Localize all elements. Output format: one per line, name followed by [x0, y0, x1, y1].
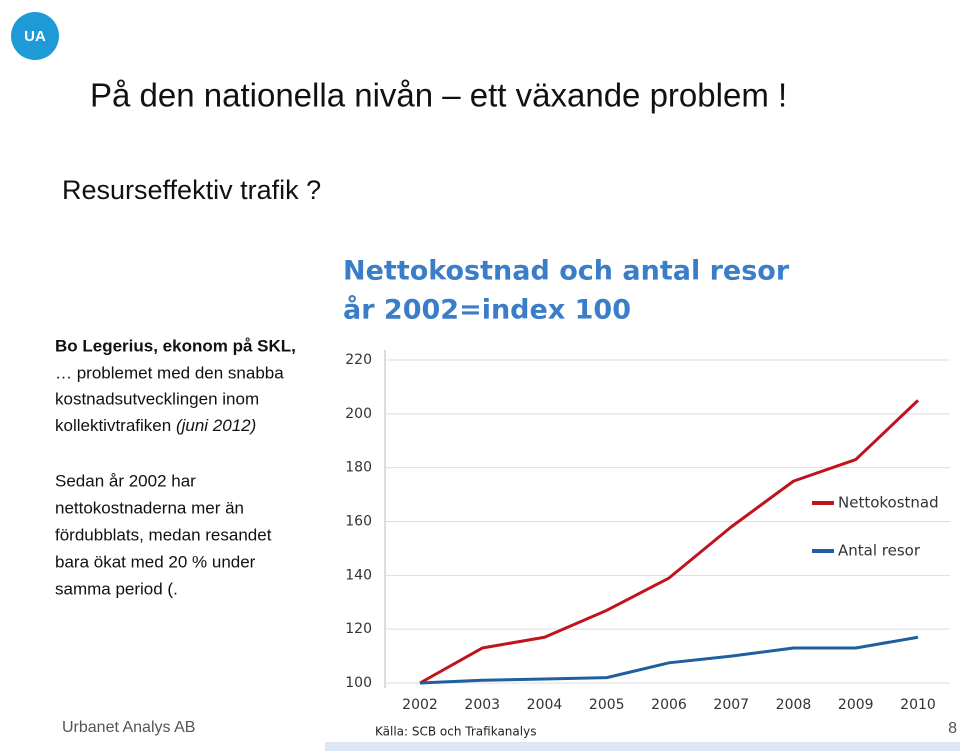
- x-tick-label: 2009: [838, 697, 874, 713]
- x-tick-label: 2004: [527, 697, 563, 713]
- logo: UA: [24, 28, 46, 45]
- quote-line: kostnadsutvecklingen inom: [55, 389, 259, 408]
- comment-line: samma period (.: [55, 579, 178, 598]
- legend-label: Antal resor: [838, 542, 921, 560]
- comment-line: nettokostnaderna mer än: [55, 498, 244, 517]
- y-tick-label: 160: [345, 514, 372, 530]
- logo-badge: [11, 12, 59, 60]
- quote-line: … problemet med den snabba: [55, 363, 284, 382]
- chart: Nettokostnad och antal resor år 2002=ind…: [343, 256, 950, 739]
- comment-line: bara ökat med 20 % under: [55, 552, 256, 571]
- page-number: 8: [948, 720, 957, 737]
- subheading: Resurseffektiv trafik ?: [62, 175, 321, 205]
- chart-title: Nettokostnad och antal resor: [343, 256, 790, 287]
- comment-line: Sedan år 2002 har: [55, 471, 196, 490]
- x-tick-label: 2010: [900, 697, 936, 713]
- chart-source: Källa: SCB och Trafikanalys: [375, 725, 536, 739]
- quote-line-text: kollektivtrafiken: [55, 416, 171, 435]
- heading: På den nationella nivån – ett växande pr…: [90, 77, 787, 114]
- footer: Urbanet Analys AB: [62, 719, 195, 736]
- decor-bar: [325, 742, 960, 751]
- x-tick-label: 2003: [464, 697, 500, 713]
- quote-date: (juni 2012): [176, 416, 256, 435]
- x-tick-label: 2002: [402, 697, 438, 713]
- y-tick-label: 180: [345, 460, 372, 476]
- quote-line: kollektivtrafiken (juni 2012): [55, 416, 256, 435]
- quote-author: Bo Legerius, ekonom på SKL,: [55, 336, 296, 355]
- chart-title: år 2002=index 100: [343, 294, 631, 326]
- legend-label: Nettokostnad: [838, 494, 939, 512]
- data-line: [419, 635, 919, 685]
- y-tick-label: 120: [345, 621, 372, 637]
- x-tick-label: 2006: [651, 697, 687, 713]
- x-tick-label: 2008: [776, 697, 812, 713]
- x-tick-label: 2007: [713, 697, 749, 713]
- y-tick-label: 140: [345, 567, 372, 583]
- y-tick-label: 100: [345, 675, 372, 691]
- y-tick-label: 220: [345, 352, 372, 368]
- comment-line: fördubblats, medan resandet: [55, 525, 272, 544]
- data-line: [419, 399, 920, 685]
- x-tick-label: 2005: [589, 697, 625, 713]
- y-tick-label: 200: [345, 406, 372, 422]
